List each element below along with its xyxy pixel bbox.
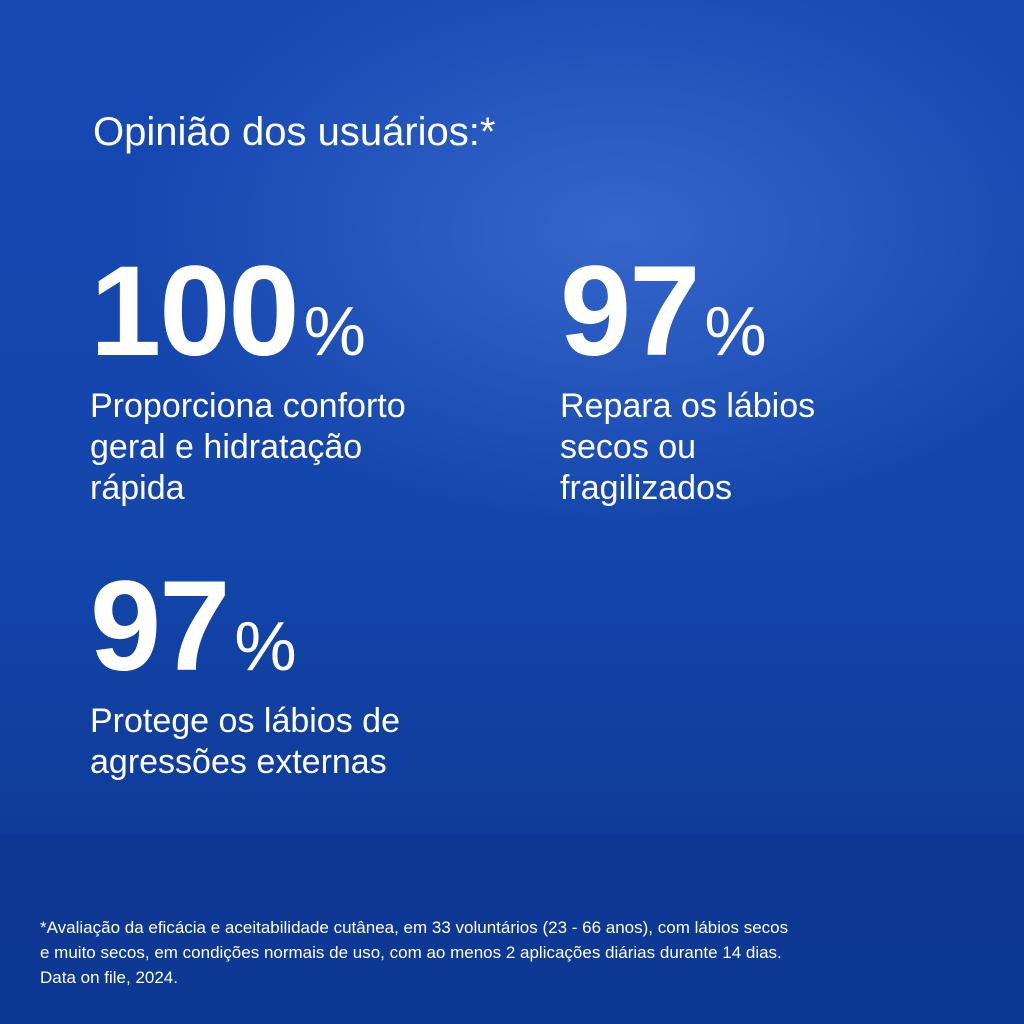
stat-value: 97 (560, 240, 700, 383)
stat-unit: % (234, 607, 297, 685)
description-line: Protege os lábios de (90, 702, 400, 740)
stat-value: 100 (90, 240, 300, 383)
description-line: rápida (90, 469, 185, 507)
stat: 100% Proporciona conforto geral e hidrataç… (90, 248, 406, 509)
description-line: geral e hidratação (90, 428, 363, 466)
stat: 97% Protege os lábios de agressões externa… (90, 563, 400, 783)
description-line: secos ou (560, 428, 697, 466)
stat: 97% Repara os lábios secos ou fragilizados (560, 248, 815, 509)
footnote-line: Data on file, 2024. (40, 968, 178, 987)
stat-value: 97 (90, 555, 230, 698)
stat-unit: % (704, 292, 767, 370)
stat-number: 97% (90, 563, 400, 691)
description-line: agressões externas (90, 743, 387, 781)
title: Opinião dos usuários:* (93, 110, 496, 154)
stat-description: Proporciona conforto geral e hidratação rá… (90, 386, 406, 509)
description-line: fragilizados (560, 469, 732, 507)
stat-unit: % (303, 292, 366, 370)
background-floor (0, 835, 1024, 1024)
description-line: Repara os lábios (560, 387, 816, 425)
stat-description: Repara os lábios secos ou fragilizados (560, 386, 815, 509)
stat-description: Protege os lábios de agressões externas (90, 701, 400, 783)
stat-number: 100% (90, 248, 406, 376)
footnote: *Avaliação da eficácia e aceitabilidade … (40, 915, 788, 990)
description-line: Proporciona conforto (90, 387, 406, 425)
footnote-line: *Avaliação da eficácia e aceitabilidade … (40, 918, 789, 937)
footnote-line: e muito secos, em condições normais de u… (40, 943, 782, 962)
stat-number: 97% (560, 248, 815, 376)
